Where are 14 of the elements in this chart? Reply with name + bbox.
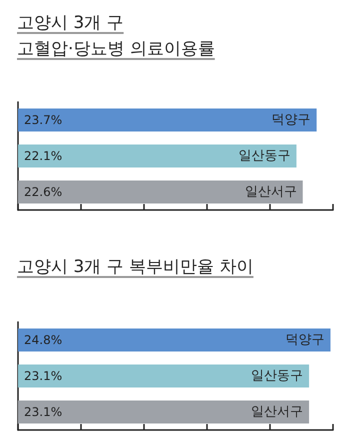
y-tick-label: 일산동구 xyxy=(251,368,304,384)
data-label: 24.8% xyxy=(24,333,62,347)
y-tick-label: 덕양구 xyxy=(285,332,324,348)
y-tick-label: 덕양구 xyxy=(272,112,311,128)
data-label: 23.7% xyxy=(24,113,62,127)
chart-title: 고양시 3개 구 고혈압·당뇨병 의료이용률 xyxy=(17,12,215,61)
data-label: 23.1% xyxy=(24,405,62,419)
y-tick-label: 일산동구 xyxy=(238,148,290,164)
data-label: 22.6% xyxy=(24,185,62,199)
data-label: 22.1% xyxy=(24,149,62,163)
chart-title: 고양시 3개 구 복부비만율 차이 xyxy=(17,256,254,279)
y-tick-label: 일산서구 xyxy=(244,184,297,200)
data-label: 23.1% xyxy=(24,369,62,383)
y-tick-label: 일산서구 xyxy=(251,404,304,420)
